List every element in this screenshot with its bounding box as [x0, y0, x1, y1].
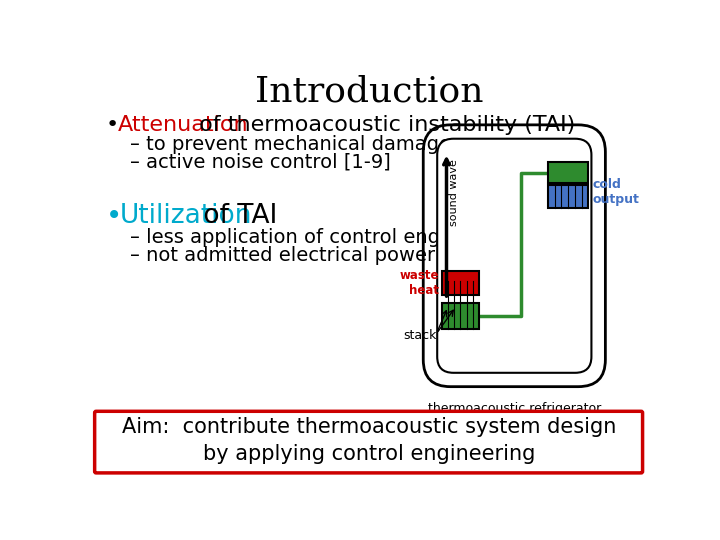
- FancyBboxPatch shape: [94, 411, 642, 473]
- Text: – active noise control [1-9]: – active noise control [1-9]: [130, 152, 391, 171]
- Text: – not admitted electrical power input: – not admitted electrical power input: [130, 246, 492, 265]
- FancyBboxPatch shape: [423, 125, 606, 387]
- Text: •: •: [106, 115, 119, 135]
- FancyBboxPatch shape: [437, 139, 591, 373]
- Text: by applying control engineering: by applying control engineering: [203, 444, 535, 464]
- Bar: [442, 303, 479, 329]
- Text: thermoacoustic refrigerator: thermoacoustic refrigerator: [428, 402, 601, 415]
- Bar: [548, 162, 588, 184]
- Text: •: •: [106, 202, 122, 230]
- Text: waste
heat: waste heat: [400, 269, 438, 297]
- Text: – less application of control eng.: – less application of control eng.: [130, 228, 446, 247]
- Text: Introduction: Introduction: [255, 75, 483, 109]
- Text: Utilization: Utilization: [120, 202, 252, 229]
- Bar: [548, 185, 588, 208]
- Text: Attenuation: Attenuation: [118, 115, 248, 135]
- Text: cold
output: cold output: [593, 178, 639, 206]
- Text: Aim:  contribute thermoacoustic system design: Aim: contribute thermoacoustic system de…: [122, 417, 616, 437]
- Text: sound wave: sound wave: [449, 159, 459, 226]
- Text: stack: stack: [403, 329, 436, 342]
- Text: of thermoacoustic instability (TAI): of thermoacoustic instability (TAI): [192, 115, 575, 135]
- Text: – to prevent mechanical damage: – to prevent mechanical damage: [130, 134, 451, 153]
- Bar: [442, 271, 479, 295]
- Text: of TAI: of TAI: [194, 202, 277, 229]
